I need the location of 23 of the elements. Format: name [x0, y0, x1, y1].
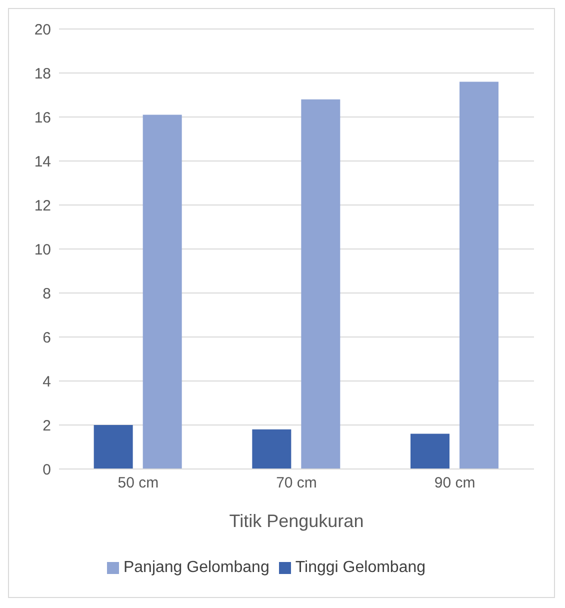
y-tick-label: 2 [42, 417, 51, 434]
y-tick-label: 6 [42, 329, 51, 346]
y-tick-label: 0 [42, 461, 51, 478]
y-tick-label: 14 [34, 153, 51, 170]
bar [252, 429, 292, 469]
bar [460, 82, 498, 469]
y-tick-label: 20 [34, 21, 51, 38]
legend-label: Panjang Gelombang [123, 559, 270, 576]
bar [142, 114, 182, 469]
x-axis-title: Titik Pengukuran [229, 511, 364, 531]
y-tick-label: 10 [34, 241, 51, 258]
legend-label: Tinggi Gelombang [295, 559, 426, 576]
y-tick-label: 4 [42, 373, 51, 390]
y-tick-label: 16 [34, 109, 51, 126]
x-tick-label: 70 cm [276, 474, 317, 492]
y-tick-label: 8 [42, 285, 51, 302]
bar [94, 425, 133, 469]
bar [301, 99, 340, 469]
x-tick-label: 50 cm [118, 474, 159, 492]
y-tick-label: 18 [34, 65, 51, 82]
bar [410, 434, 450, 469]
x-tick-label: 90 cm [434, 474, 476, 492]
y-tick-label: 12 [34, 197, 51, 214]
